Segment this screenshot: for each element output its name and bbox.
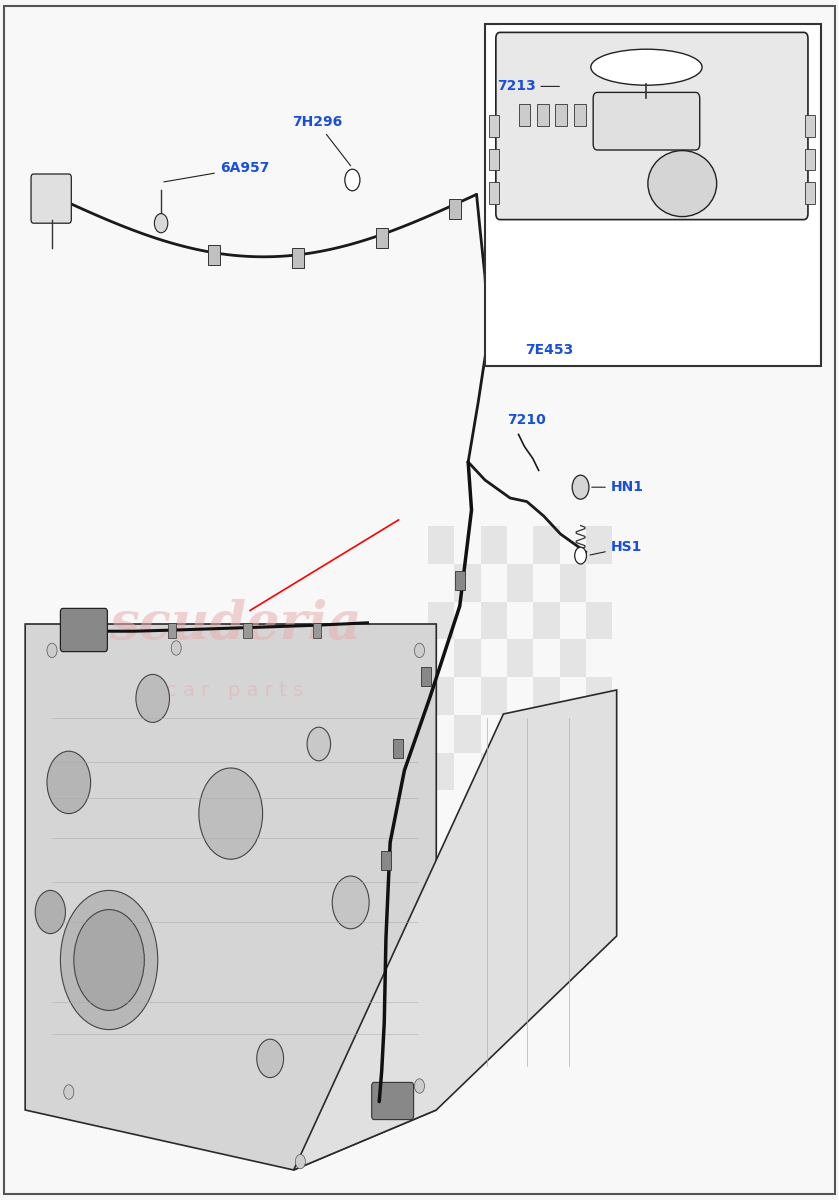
Circle shape xyxy=(199,768,263,859)
Bar xyxy=(481,601,507,640)
Circle shape xyxy=(136,674,169,722)
Bar xyxy=(481,677,507,715)
Bar xyxy=(805,182,815,204)
Bar xyxy=(555,104,567,126)
FancyBboxPatch shape xyxy=(60,608,107,652)
Circle shape xyxy=(154,214,168,233)
Circle shape xyxy=(74,910,144,1010)
Bar xyxy=(534,601,560,640)
Circle shape xyxy=(332,876,369,929)
Bar xyxy=(489,149,499,170)
Bar xyxy=(454,715,481,752)
Circle shape xyxy=(35,890,65,934)
Bar xyxy=(421,667,431,686)
Bar xyxy=(393,739,403,758)
Circle shape xyxy=(171,641,181,655)
Circle shape xyxy=(572,475,589,499)
Circle shape xyxy=(345,169,360,191)
Bar xyxy=(243,623,252,638)
Bar xyxy=(586,527,612,564)
Circle shape xyxy=(257,1039,284,1078)
Bar xyxy=(168,623,176,638)
Bar xyxy=(519,104,530,126)
Bar xyxy=(537,104,549,126)
FancyBboxPatch shape xyxy=(372,1082,414,1120)
Bar xyxy=(454,640,481,677)
Text: 7213: 7213 xyxy=(497,79,560,94)
Bar xyxy=(805,115,815,137)
Circle shape xyxy=(47,643,57,658)
Bar xyxy=(560,715,586,752)
Circle shape xyxy=(575,547,586,564)
Ellipse shape xyxy=(591,49,702,85)
Text: scuderia: scuderia xyxy=(109,599,361,649)
Bar xyxy=(481,527,507,564)
Bar xyxy=(805,149,815,170)
FancyBboxPatch shape xyxy=(496,32,808,220)
Bar xyxy=(586,752,612,791)
Polygon shape xyxy=(294,690,617,1170)
Bar xyxy=(313,623,321,638)
Polygon shape xyxy=(25,624,436,1170)
Bar xyxy=(507,640,534,677)
Text: c a r   p a r t s: c a r p a r t s xyxy=(166,680,304,700)
Bar xyxy=(574,104,586,126)
Text: HS1: HS1 xyxy=(590,540,642,556)
Circle shape xyxy=(414,1079,425,1093)
Bar xyxy=(507,564,534,601)
Text: 7E453: 7E453 xyxy=(525,343,574,358)
Bar xyxy=(485,24,821,366)
Bar xyxy=(455,571,465,590)
Bar xyxy=(534,527,560,564)
Circle shape xyxy=(307,727,331,761)
Bar xyxy=(560,564,586,601)
Text: 7210: 7210 xyxy=(508,413,546,427)
Bar xyxy=(292,247,304,268)
Bar xyxy=(454,564,481,601)
Bar xyxy=(208,245,220,265)
Bar xyxy=(481,752,507,791)
FancyBboxPatch shape xyxy=(31,174,71,223)
Bar xyxy=(376,228,388,248)
Bar xyxy=(560,640,586,677)
Circle shape xyxy=(60,890,158,1030)
Bar xyxy=(586,601,612,640)
Bar xyxy=(565,34,728,154)
Text: 7H296: 7H296 xyxy=(292,115,351,166)
Bar xyxy=(428,677,454,715)
Bar xyxy=(507,715,534,752)
Bar xyxy=(489,182,499,204)
Circle shape xyxy=(64,1085,74,1099)
Bar xyxy=(428,752,454,791)
Bar xyxy=(586,677,612,715)
Bar xyxy=(381,851,391,870)
Text: 6A957: 6A957 xyxy=(164,161,269,182)
Bar xyxy=(428,601,454,640)
Circle shape xyxy=(47,751,91,814)
FancyBboxPatch shape xyxy=(593,92,700,150)
Text: HN1: HN1 xyxy=(591,480,644,494)
Ellipse shape xyxy=(648,150,717,216)
Circle shape xyxy=(295,1154,305,1169)
Circle shape xyxy=(414,643,425,658)
Bar xyxy=(534,752,560,791)
Bar xyxy=(534,677,560,715)
Bar xyxy=(489,115,499,137)
Bar xyxy=(428,527,454,564)
Bar xyxy=(449,199,461,220)
